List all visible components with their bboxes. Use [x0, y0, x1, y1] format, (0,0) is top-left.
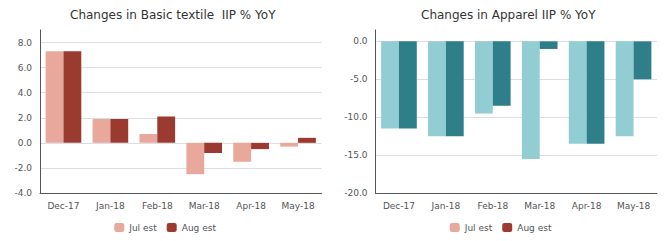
svg-text:-15.0: -15.0	[344, 150, 368, 160]
svg-text:Feb-18: Feb-18	[477, 201, 508, 211]
svg-text:Dec-17: Dec-17	[383, 201, 415, 211]
svg-text:2.0: 2.0	[18, 113, 33, 123]
svg-text:May-18: May-18	[617, 201, 650, 211]
svg-text:4.0: 4.0	[18, 88, 33, 98]
svg-text:0.0: 0.0	[353, 36, 368, 46]
svg-text:6.0: 6.0	[18, 63, 33, 73]
svg-text:Dec-17: Dec-17	[47, 201, 79, 211]
svg-text:Jul est: Jul est	[128, 223, 157, 233]
svg-text:Apr-18: Apr-18	[236, 201, 266, 211]
svg-text:-20.0: -20.0	[344, 188, 368, 198]
svg-text:Apr-18: Apr-18	[572, 201, 602, 211]
svg-text:Aug est: Aug est	[182, 223, 217, 233]
svg-text:Jul est: Jul est	[464, 223, 493, 233]
svg-text:Feb-18: Feb-18	[142, 201, 173, 211]
svg-text:Changes in Apparel IIP % YoY: Changes in Apparel IIP % YoY	[421, 8, 596, 22]
svg-text:-2.0: -2.0	[14, 163, 32, 173]
svg-text:Changes in Basic textile IIP: Changes in Basic textile IIP % YoY	[70, 8, 276, 22]
svg-text:May-18: May-18	[281, 201, 314, 211]
svg-text:8.0: 8.0	[18, 38, 33, 48]
svg-text:Jan-18: Jan-18	[431, 201, 461, 211]
svg-text:Mar-18: Mar-18	[524, 201, 555, 211]
svg-text:-5.0: -5.0	[350, 74, 368, 84]
svg-text:Jan-18: Jan-18	[95, 201, 125, 211]
svg-text:0.0: 0.0	[18, 138, 33, 148]
svg-text:Aug est: Aug est	[517, 223, 552, 233]
svg-text:-4.0: -4.0	[14, 188, 32, 198]
svg-text:-10.0: -10.0	[344, 112, 368, 122]
svg-text:Mar-18: Mar-18	[189, 201, 220, 211]
